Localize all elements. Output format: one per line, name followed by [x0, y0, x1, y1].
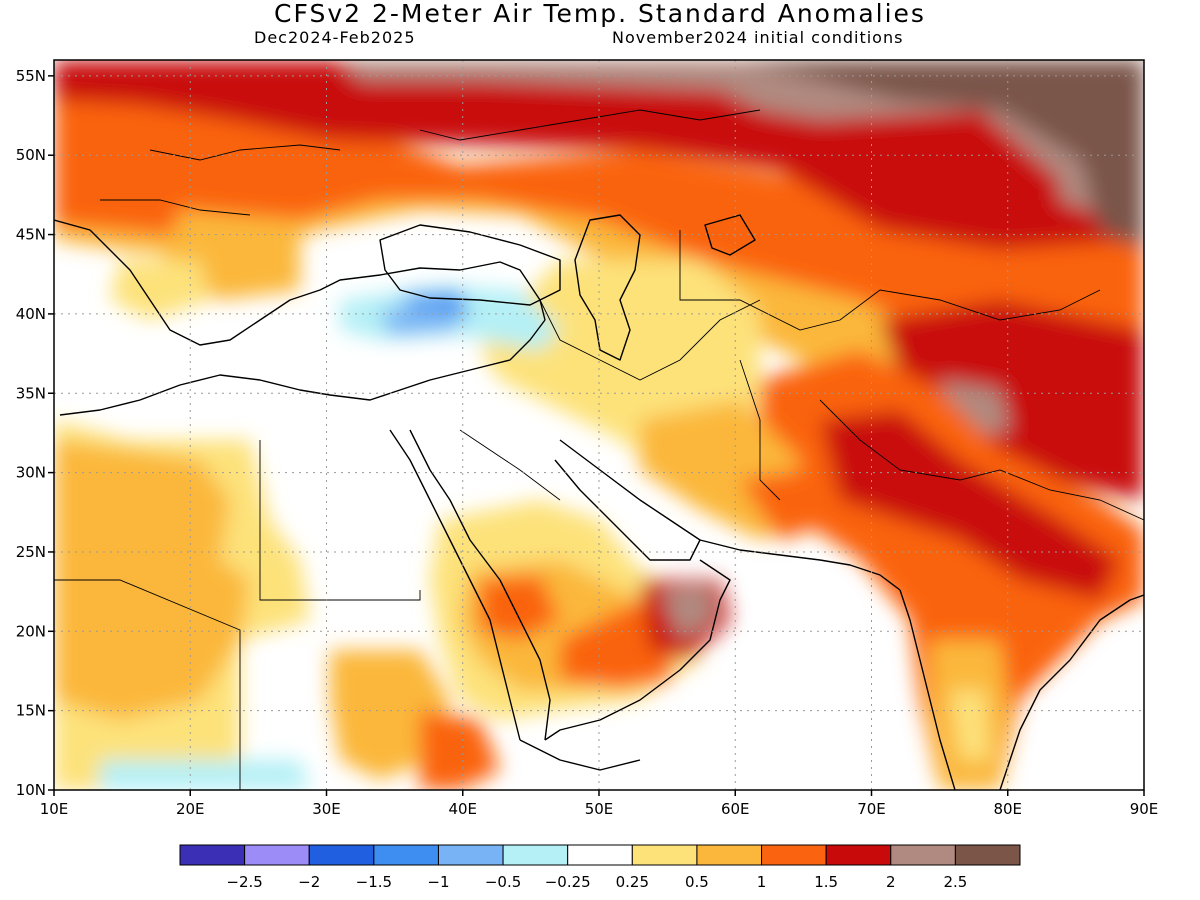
colorbar-swatch [179, 844, 246, 866]
colorbar-label: 2 [886, 873, 896, 891]
colorbar-label: −2 [298, 873, 320, 891]
lat-tick-label: 45N [16, 226, 46, 244]
map-title: CFSv2 2-Meter Air Temp. Standard Anomali… [274, 0, 926, 28]
colorbar-label: −1 [427, 873, 449, 891]
colorbar-label: 1.5 [814, 873, 838, 891]
graticule [54, 60, 1144, 790]
colorbar-swatch [437, 844, 504, 866]
lon-tick-label: 90E [1130, 800, 1159, 818]
lon-tick-label: 60E [721, 800, 750, 818]
lon-tick-label: 20E [176, 800, 205, 818]
lon-tick-label: 40E [448, 800, 477, 818]
colorbar-swatch [244, 844, 310, 866]
colorbar-label: −1.5 [356, 873, 392, 891]
lat-tick-label: 35N [16, 384, 46, 402]
colorbar-swatch [890, 844, 956, 866]
colorbar-swatch [308, 844, 375, 866]
lon-tick-label: 50E [585, 800, 614, 818]
colorbar-swatch [954, 844, 1021, 866]
lat-tick-label: 30N [16, 464, 46, 482]
colorbar-swatch [825, 844, 892, 866]
latitude-labels: 10N 15N 20N 25N 30N 35N 40N 45N 50N 55N [16, 67, 54, 799]
lon-tick-label: 30E [312, 800, 341, 818]
colorbar-swatch [631, 844, 698, 866]
lon-tick-label: 80E [993, 800, 1022, 818]
lat-tick-label: 15N [16, 702, 46, 720]
colorbar-label: −2.5 [226, 873, 262, 891]
colorbar-swatch [373, 844, 439, 866]
lat-tick-label: 50N [16, 146, 46, 164]
coastlines [54, 214, 1144, 790]
lat-tick-label: 20N [16, 622, 46, 640]
initial-conditions: November2024 initial conditions [612, 28, 904, 47]
colorbar-labels: −2.5 −2 −1.5 −1 −0.5 −0.25 0.25 0.5 1 1.5 2 2.5 [226, 873, 967, 891]
lat-tick-label: 25N [16, 543, 46, 561]
colorbar-swatch [502, 844, 569, 866]
longitude-labels: 10E 20E 30E 40E 50E 60E 70E 80E 90E [40, 790, 1159, 818]
colorbar-label: 1 [757, 873, 767, 891]
colorbar-swatch [696, 844, 763, 866]
colorbar-label: −0.5 [485, 873, 521, 891]
colorbar-label: 2.5 [943, 873, 967, 891]
colorbar [179, 844, 1021, 866]
lat-tick-label: 10N [16, 781, 46, 799]
colorbar-label: 0.25 [616, 873, 649, 891]
colorbar-swatch [761, 844, 827, 866]
country-borders [54, 109, 1144, 790]
forecast-period: Dec2024-Feb2025 [254, 28, 416, 47]
colorbar-label: 0.5 [685, 873, 709, 891]
lon-tick-label: 10E [40, 800, 69, 818]
lat-tick-label: 40N [16, 305, 46, 323]
colorbar-swatch [567, 844, 633, 866]
lat-tick-label: 55N [16, 67, 46, 85]
colorbar-label: −0.25 [545, 873, 591, 891]
lon-tick-label: 70E [857, 800, 886, 818]
